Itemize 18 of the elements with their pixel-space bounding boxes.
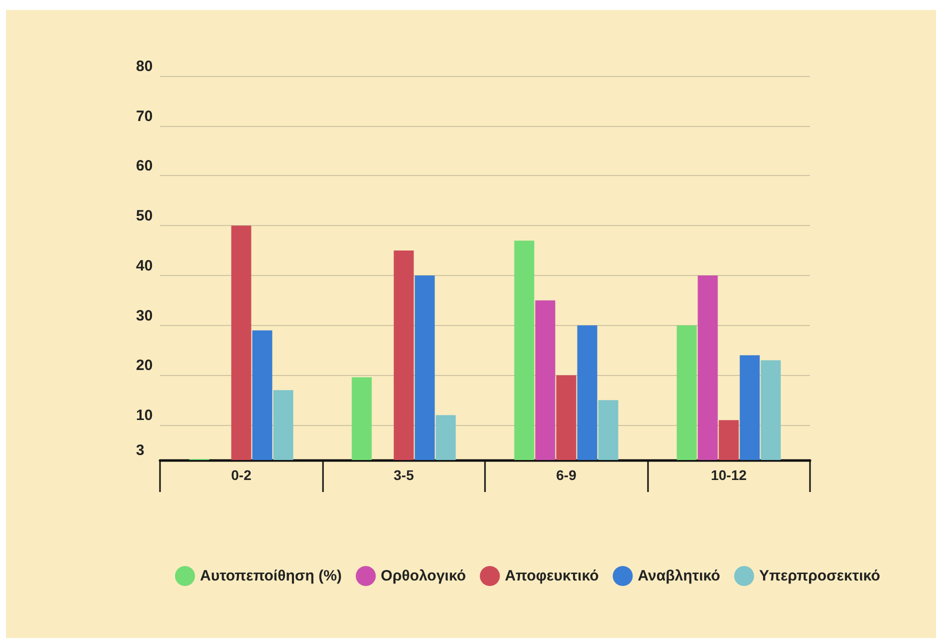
y-tick-label: 20 [136,357,153,374]
y-tick-label: 3 [136,442,144,459]
legend-label: Ορθολογικό [380,568,466,584]
x-tick-label: 6-9 [556,467,577,483]
y-tick-label: 30 [136,307,153,324]
x-tick-label: 0-2 [231,467,252,483]
legend-label: Αναβλητικό [638,568,720,584]
legend-label: Αποφευκτικό [504,568,599,584]
y-tick-label: 70 [136,108,153,125]
y-tick-label: 10 [136,407,153,424]
y-tick-label: 80 [136,58,153,75]
y-tick-label: 50 [136,208,153,225]
y-tick-label: 40 [136,257,153,274]
y-tick-label: 60 [136,158,153,175]
x-tick-label: 10-12 [710,467,747,483]
legend-label: Αυτοπεποίθηση (%) [200,568,342,584]
legend-label: Υπερπροσεκτικό [759,568,880,584]
x-tick-label: 3-5 [394,467,414,483]
